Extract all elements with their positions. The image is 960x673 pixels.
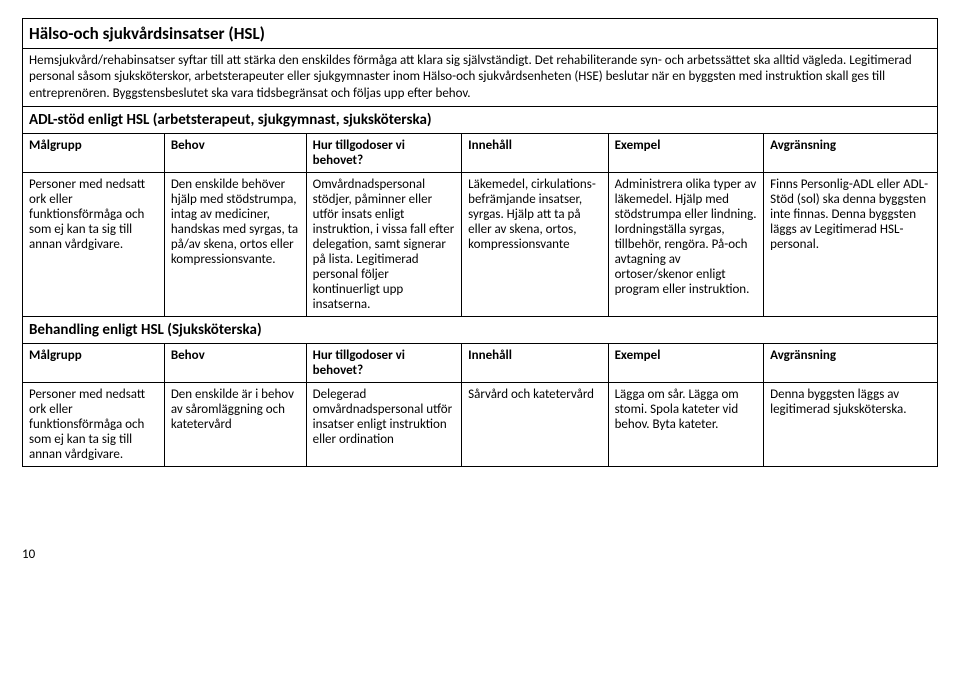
col-header-hur: Hur tillgodoser vi behovet?: [306, 133, 462, 172]
cell-exempel: Administrera olika typer av läkemedel. H…: [608, 172, 764, 316]
page-number: 10: [22, 547, 938, 562]
table-row: Målgrupp Behov Hur tillgodoser vi behove…: [23, 133, 938, 172]
table-behandling: Målgrupp Behov Hur tillgodoser vi behove…: [22, 343, 938, 467]
table-row: Personer med nedsatt ork eller funktions…: [23, 172, 938, 316]
col-header-exempel: Exempel: [608, 133, 764, 172]
col-header-innehall: Innehåll: [462, 343, 608, 382]
table-row: Målgrupp Behov Hur tillgodoser vi behove…: [23, 343, 938, 382]
col-header-avgransning: Avgränsning: [764, 343, 938, 382]
cell-malgrupp: Personer med nedsatt ork eller funktions…: [23, 172, 165, 316]
cell-behov: Den enskilde behöver hjälp med stödstrum…: [164, 172, 306, 316]
col-header-behov: Behov: [164, 343, 306, 382]
section-description-text: Hemsjukvård/rehabinsatser syftar till at…: [29, 53, 912, 101]
col-header-malgrupp: Målgrupp: [23, 133, 165, 172]
col-header-behov: Behov: [164, 133, 306, 172]
table-adl-stod: Målgrupp Behov Hur tillgodoser vi behove…: [22, 133, 938, 317]
col-header-innehall: Innehåll: [462, 133, 608, 172]
col-header-exempel: Exempel: [608, 343, 764, 382]
cell-innehall: Läkemedel, cirkulations-befrämjande insa…: [462, 172, 608, 316]
section-description: Hemsjukvård/rehabinsatser syftar till at…: [22, 48, 938, 106]
cell-avgransning: Denna byggsten läggs av legitimerad sjuk…: [764, 382, 938, 466]
subsection-2-title: Behandling enligt HSL (Sjuksköterska): [22, 317, 938, 343]
subsection-1-title: ADL-stöd enligt HSL (arbetsterapeut, sju…: [22, 106, 938, 133]
cell-hur: Omvårdnadspersonal stödjer, påminner ell…: [306, 172, 462, 316]
subsection-2-title-text: Behandling enligt HSL (Sjuksköterska): [29, 321, 262, 339]
cell-behov: Den enskilde är i behov av såromläggning…: [164, 382, 306, 466]
cell-innehall: Sårvård och katetervård: [462, 382, 608, 466]
cell-exempel: Lägga om sår. Lägga om stomi. Spola kate…: [608, 382, 764, 466]
subsection-1-title-text: ADL-stöd enligt HSL (arbetsterapeut, sju…: [29, 111, 432, 129]
cell-malgrupp: Personer med nedsatt ork eller funktions…: [23, 382, 165, 466]
table-row: Personer med nedsatt ork eller funktions…: [23, 382, 938, 466]
col-header-avgransning: Avgränsning: [764, 133, 938, 172]
cell-avgransning: Finns Personlig-ADL eller ADL-Stöd (sol)…: [764, 172, 938, 316]
col-header-hur: Hur tillgodoser vi behovet?: [306, 343, 462, 382]
section-title-text: Hälso-och sjukvårdsinsatser (HSL): [29, 23, 265, 44]
cell-hur: Delegerad omvårdnadspersonal utför insat…: [306, 382, 462, 466]
section-title: Hälso-och sjukvårdsinsatser (HSL): [22, 18, 938, 48]
col-header-malgrupp: Målgrupp: [23, 343, 165, 382]
